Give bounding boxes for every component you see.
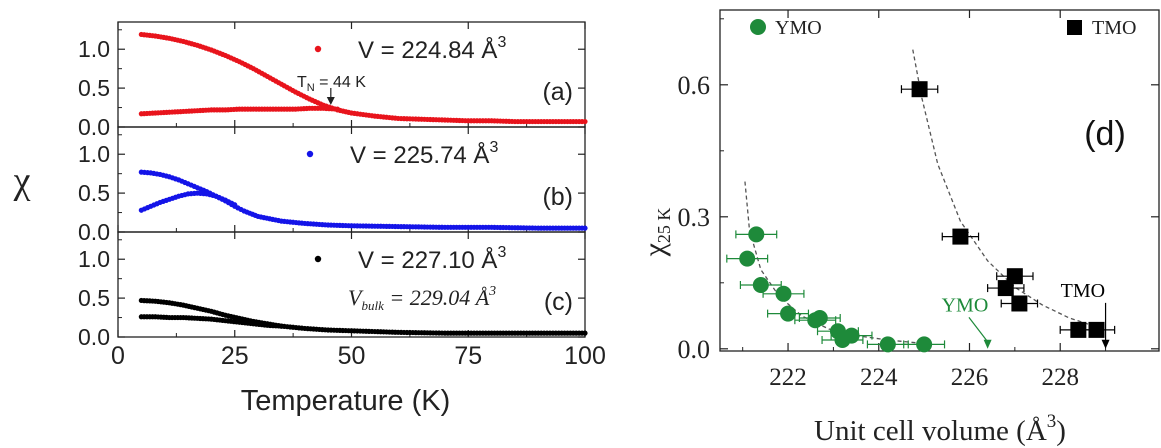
- data-point: [582, 118, 588, 125]
- panel-label: (c): [544, 288, 573, 316]
- y-tick-label: 1.0: [78, 141, 110, 167]
- x-tick-label: 228: [1041, 364, 1079, 391]
- y-tick-label: 0.5: [78, 75, 110, 101]
- legend-marker: [306, 150, 314, 158]
- data-point: [843, 327, 860, 344]
- x-tick-label: 100: [564, 342, 606, 370]
- series-b-upper: [138, 169, 588, 231]
- series-c-upper: [138, 297, 588, 336]
- x-tick-label: 50: [338, 342, 366, 370]
- series-TMO: [900, 81, 1116, 338]
- panel-label: (b): [542, 183, 573, 211]
- x-tick-label: 224: [860, 364, 898, 391]
- data-point: [952, 228, 969, 245]
- panel-d-frame: [719, 9, 1160, 352]
- y-tick-label: 0.6: [678, 71, 711, 100]
- legend-label-tmo: TMO: [1092, 17, 1136, 39]
- y-tick-label: 0.5: [78, 285, 110, 311]
- x-tick-label: 0: [111, 342, 125, 370]
- y-axis-label: χ: [13, 160, 31, 202]
- data-point: [752, 277, 769, 293]
- annotation-arrowhead: [983, 339, 992, 349]
- legend-d: YMO TMO: [750, 17, 1136, 39]
- y-tick-label: 0.3: [678, 203, 711, 232]
- data-point: [1011, 295, 1028, 312]
- annotation-arrow: [968, 317, 989, 343]
- y-tick-label: 1.0: [78, 36, 110, 62]
- annotation-ymo: YMO: [942, 294, 992, 349]
- panel-c: 0.0 0.5 1.0 V = 227.10 Å3 (c) Vbulk = 229.04 …: [78, 231, 588, 350]
- legend-marker-ymo: [750, 19, 766, 35]
- x-axis-label: Temperature (K): [241, 385, 451, 417]
- data-point: [739, 250, 756, 267]
- legend-b: V = 225.74 Å3: [306, 139, 498, 169]
- series-a-lower: [138, 105, 341, 117]
- data-point: [879, 336, 896, 353]
- panel-label: (a): [542, 78, 573, 106]
- YMO-guide: [744, 181, 925, 345]
- y-tick-label: 0.0: [78, 114, 110, 140]
- legend-label: V = 224.84 Å3: [358, 34, 506, 64]
- panel-label: (d): [1084, 115, 1126, 153]
- TMO-guide: [912, 49, 1097, 328]
- data-point: [997, 280, 1014, 297]
- y-tick-label: 0.0: [78, 324, 110, 350]
- y-tick-label: 1.0: [78, 246, 110, 272]
- annotation-arrowhead: [1101, 339, 1110, 349]
- data-point: [775, 285, 792, 302]
- series-YMO: [726, 226, 946, 353]
- tn-annotation: TN = 44 K: [297, 74, 366, 105]
- x-tick-label: 75: [454, 342, 482, 370]
- data-point: [278, 323, 285, 329]
- legend-label: V = 225.74 Å3: [350, 139, 498, 169]
- tn-label: TN = 44 K: [297, 74, 366, 94]
- data-point: [582, 225, 588, 231]
- bulk-volume-label: Vbulk = 229.04 Å3: [348, 284, 496, 313]
- data-point: [811, 310, 828, 326]
- data-point: [1088, 321, 1105, 338]
- data-point: [916, 336, 933, 353]
- legend-marker-tmo: [1067, 20, 1082, 35]
- data-point: [748, 226, 765, 243]
- panel-a: 0.0 0.5 1.0 V = 224.84 Å3 (a) TN = 44 K: [78, 21, 588, 140]
- legend-c: V = 227.10 Å3: [314, 244, 506, 274]
- x-axis-label: Unit cell volume (Å3): [814, 411, 1066, 447]
- left-chart: 0.0 0.5 1.0 V = 224.84 Å3 (a) TN = 44 K 0.0 0.5…: [13, 21, 606, 417]
- legend-label: V = 227.10 Å3: [358, 244, 506, 274]
- legend-label-ymo: YMO: [775, 17, 822, 39]
- right-chart: 0.0 0.3 0.6 222 224 226 228 YMO TMO YMO TMO (d) Unit…: [638, 9, 1160, 447]
- panel-b: 0.0 0.5 1.0 V = 225.74 Å3 (b): [78, 126, 588, 245]
- data-point: [780, 305, 797, 322]
- data-point: [582, 330, 588, 336]
- legend-marker: [314, 255, 322, 263]
- legend-a: V = 224.84 Å3: [314, 34, 506, 64]
- x-tick-label: 222: [769, 364, 807, 391]
- series-b-lower: [138, 190, 238, 213]
- tn-arrow-head: [326, 97, 335, 105]
- annotation-label: YMO: [942, 294, 989, 316]
- x-tick-label: 25: [221, 342, 249, 370]
- y-tick-label: 0.0: [78, 219, 110, 245]
- series-c-lower: [138, 314, 285, 329]
- annotation-tmo: TMO: [1061, 280, 1110, 349]
- data-point: [911, 81, 928, 98]
- y-tick-label: 0.5: [78, 180, 110, 206]
- y-axis-label: χ25 K: [638, 208, 674, 258]
- data-point: [334, 106, 341, 112]
- x-tick-label: 226: [951, 364, 989, 391]
- y-tick-label: 0.0: [678, 335, 711, 364]
- annotation-label: TMO: [1061, 280, 1105, 302]
- legend-marker: [314, 45, 322, 53]
- data-point: [232, 202, 238, 208]
